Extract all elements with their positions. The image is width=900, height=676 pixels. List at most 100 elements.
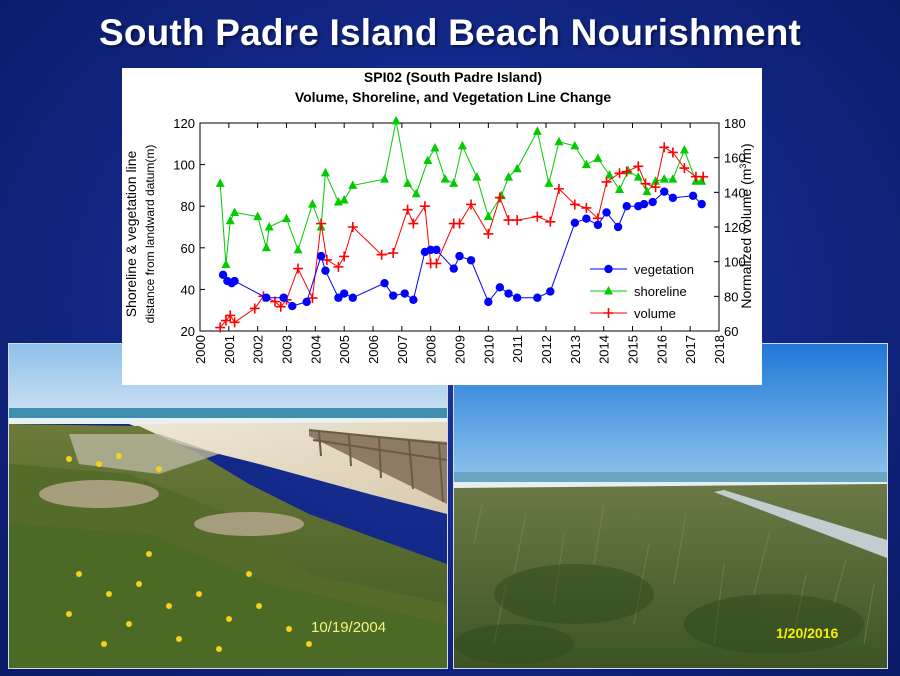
x-tick-label: 2009 bbox=[453, 335, 468, 364]
legend-marker-shoreline bbox=[604, 286, 613, 295]
volume-point bbox=[679, 163, 690, 174]
y-label-left: Shoreline & vegetation line bbox=[123, 151, 139, 318]
dune-vegetation-image bbox=[454, 344, 887, 668]
x-tick-label: 2000 bbox=[193, 335, 208, 364]
y-left-tick-label: 120 bbox=[173, 116, 195, 131]
volume-point bbox=[659, 142, 670, 153]
vegetation-point bbox=[466, 256, 476, 265]
shoreline-point bbox=[215, 178, 225, 187]
volume-point bbox=[640, 178, 651, 189]
legend-label-shoreline: shoreline bbox=[634, 284, 687, 299]
vegetation-point bbox=[432, 245, 441, 255]
volume-point bbox=[569, 199, 580, 210]
y-left-tick-label: 80 bbox=[181, 199, 195, 214]
volume-point bbox=[402, 204, 413, 215]
vegetation-point bbox=[546, 287, 555, 296]
y-right-tick-label: 160 bbox=[724, 151, 746, 166]
shoreline-point bbox=[391, 115, 401, 125]
chart-title: SPI02 (South Padre Island) bbox=[364, 69, 542, 85]
volume-point bbox=[408, 218, 419, 229]
x-tick-label: 2012 bbox=[539, 335, 554, 364]
series-volume bbox=[215, 142, 709, 333]
vegetation-point bbox=[582, 214, 591, 223]
shoreline-point bbox=[282, 213, 291, 223]
x-axis: 2000 2001 2002 2003 2004 2005 2006 2007 2008 2009… bbox=[193, 123, 727, 364]
volume-point bbox=[316, 218, 327, 229]
y-left-tick-label: 40 bbox=[181, 282, 195, 297]
vegetation-point bbox=[504, 289, 513, 298]
chart-panel: SPI02 (South Padre Island) Volume, Shore… bbox=[122, 68, 762, 385]
vegetation-point bbox=[570, 218, 580, 228]
vegetation-point bbox=[279, 293, 288, 302]
vegetation-point bbox=[230, 276, 239, 286]
x-tick-label: 2016 bbox=[654, 335, 669, 364]
vegetation-point bbox=[400, 289, 409, 298]
shoreline-point bbox=[668, 174, 678, 183]
volume-point bbox=[333, 261, 344, 272]
vegetation-point bbox=[388, 291, 398, 300]
vegetation-point bbox=[455, 251, 464, 261]
vegetation-point bbox=[697, 199, 706, 209]
shoreline-point bbox=[320, 167, 330, 177]
photo-date-left: 10/19/2004 bbox=[311, 619, 387, 636]
vegetation-point bbox=[622, 202, 631, 211]
volume-point bbox=[293, 263, 304, 274]
volume-point bbox=[454, 218, 465, 229]
y-axis-right: 60 80 100 120 140 160 180 bbox=[714, 116, 746, 339]
shoreline-line bbox=[219, 120, 702, 265]
x-tick-label: 2015 bbox=[626, 335, 641, 364]
y-left-tick-label: 20 bbox=[181, 324, 195, 339]
legend-label-vegetation: vegetation bbox=[634, 262, 694, 277]
shoreline-point bbox=[253, 211, 263, 221]
shoreline-point bbox=[532, 126, 542, 135]
x-tick-label: 2006 bbox=[366, 335, 381, 364]
shoreline-point bbox=[593, 153, 603, 162]
vegetation-point bbox=[688, 191, 698, 200]
volume-point bbox=[225, 310, 236, 321]
volume-point bbox=[431, 258, 442, 269]
volume-point bbox=[376, 249, 387, 260]
y-right-tick-label: 100 bbox=[724, 255, 746, 270]
y-right-tick-label: 140 bbox=[724, 185, 746, 200]
vegetation-point bbox=[639, 199, 649, 209]
volume-point bbox=[494, 192, 505, 203]
shoreline-point bbox=[504, 172, 514, 181]
vegetation-point bbox=[613, 222, 623, 232]
volume-shoreline-chart: SPI02 (South Padre Island) Volume, Shore… bbox=[123, 69, 754, 364]
shoreline-point bbox=[423, 155, 433, 164]
shoreline-point bbox=[483, 211, 493, 221]
shoreline-point bbox=[512, 163, 522, 173]
series-layer bbox=[215, 115, 709, 333]
vegetation-point bbox=[484, 297, 493, 307]
y-right-tick-label: 60 bbox=[724, 324, 738, 339]
shoreline-point bbox=[457, 140, 467, 150]
volume-point bbox=[621, 166, 632, 177]
shoreline-point bbox=[659, 174, 669, 183]
shoreline-point bbox=[604, 170, 614, 179]
shoreline-point bbox=[221, 259, 231, 268]
volume-point bbox=[483, 228, 494, 239]
vegetation-point bbox=[512, 293, 522, 302]
shoreline-point bbox=[225, 215, 235, 225]
shoreline-point bbox=[449, 178, 459, 187]
vegetation-point bbox=[409, 295, 418, 304]
shoreline-point bbox=[440, 174, 450, 183]
vegetation-point bbox=[602, 208, 611, 217]
shoreline-point bbox=[293, 244, 303, 254]
photo-beach-2004: 10/19/2004 bbox=[8, 343, 448, 669]
y-left-tick-label: 60 bbox=[181, 241, 195, 256]
volume-point bbox=[601, 176, 612, 187]
shoreline-point bbox=[264, 222, 274, 231]
x-tick-label: 2003 bbox=[280, 335, 295, 364]
shoreline-point bbox=[403, 178, 413, 187]
photo-dunes-2016: 1/20/2016 bbox=[453, 343, 888, 669]
vegetation-point bbox=[668, 193, 678, 203]
shoreline-point bbox=[307, 199, 317, 208]
vegetation-point bbox=[648, 197, 657, 207]
volume-point bbox=[347, 222, 358, 232]
vegetation-point bbox=[316, 251, 326, 261]
volume-point bbox=[466, 199, 477, 210]
volume-point bbox=[215, 322, 226, 333]
x-tick-label: 2002 bbox=[251, 335, 266, 364]
shoreline-point bbox=[615, 184, 625, 194]
